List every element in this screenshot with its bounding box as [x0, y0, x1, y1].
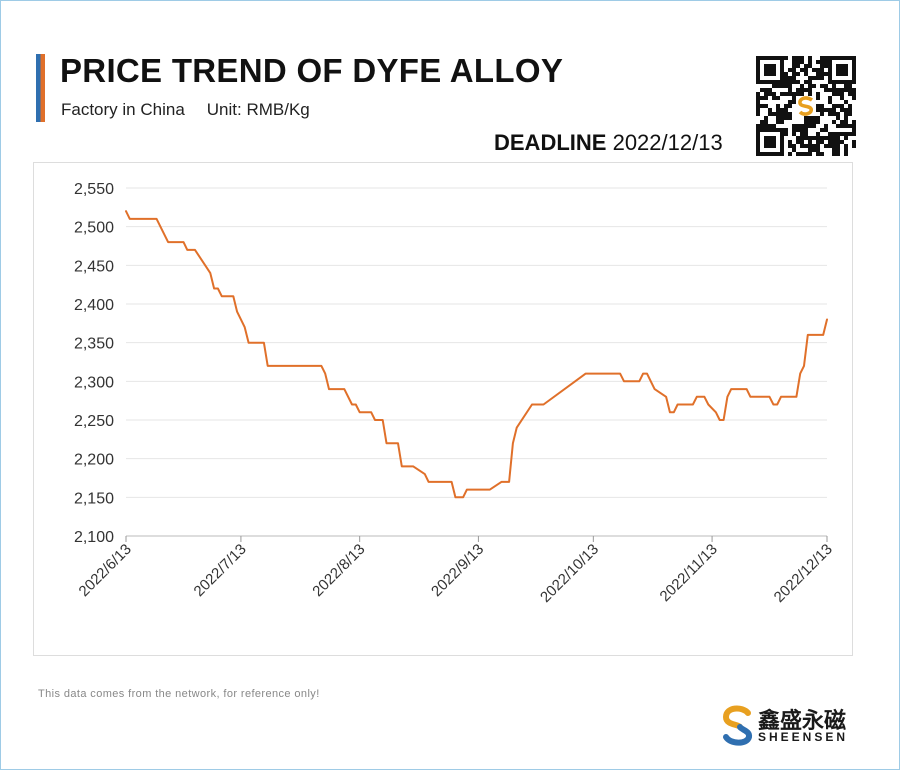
y-tick-label: 2,250	[74, 413, 114, 430]
x-tick-label: 2022/7/13	[191, 541, 250, 600]
y-tick-label: 2,450	[74, 258, 114, 275]
chart-title: PRICE TREND OF DYFE ALLOY	[60, 52, 564, 89]
subtitle-factory: Factory in China	[61, 100, 185, 119]
y-tick-label: 2,100	[74, 529, 114, 546]
y-tick-label: 2,400	[74, 297, 114, 314]
y-tick-label: 2,300	[74, 374, 114, 391]
deadline-date: 2022/12/13	[612, 130, 723, 155]
price-series-line	[125, 210, 828, 499]
x-tick-label: 2022/8/13	[309, 541, 368, 600]
deadline-label: DEADLINE	[494, 130, 607, 155]
y-tick-label: 2,550	[74, 181, 114, 198]
x-tick-label: 2022/9/13	[428, 541, 487, 600]
disclaimer-note: This data comes from the network, for re…	[38, 688, 320, 700]
deadline: DEADLINE 2022/12/13	[494, 130, 723, 156]
brand-logo: 鑫盛永磁 SHEENSEN	[720, 702, 860, 748]
x-tick-label: 2022/6/13	[76, 541, 135, 600]
subtitle-unit: Unit: RMB/Kg	[206, 100, 310, 119]
brand-name-cn: 鑫盛永磁	[758, 709, 847, 734]
sheensen-logo-icon	[722, 705, 753, 746]
qr-code-icon	[756, 56, 856, 156]
y-tick-label: 2,350	[74, 336, 114, 353]
chart-panel: 2,100 2,150 2,200 2,250 2,300 2,350 2,400 2,450…	[33, 162, 853, 656]
y-tick-label: 2,150	[74, 490, 114, 507]
chart-subtitle: Factory in China Unit: RMB/Kg	[61, 100, 310, 120]
x-tick-label: 2022/10/13	[537, 541, 602, 606]
price-line-chart: 2,100 2,150 2,200 2,250 2,300 2,350 2,400 2,450…	[74, 181, 836, 606]
title-accent-bar	[36, 54, 45, 122]
y-tick-label: 2,500	[74, 220, 114, 237]
x-tick-label: 2022/12/13	[771, 541, 836, 606]
brand-name-en: SHEENSEN	[758, 730, 849, 744]
x-tick-label: 2022/11/13	[657, 541, 721, 605]
y-tick-label: 2,200	[74, 452, 114, 469]
